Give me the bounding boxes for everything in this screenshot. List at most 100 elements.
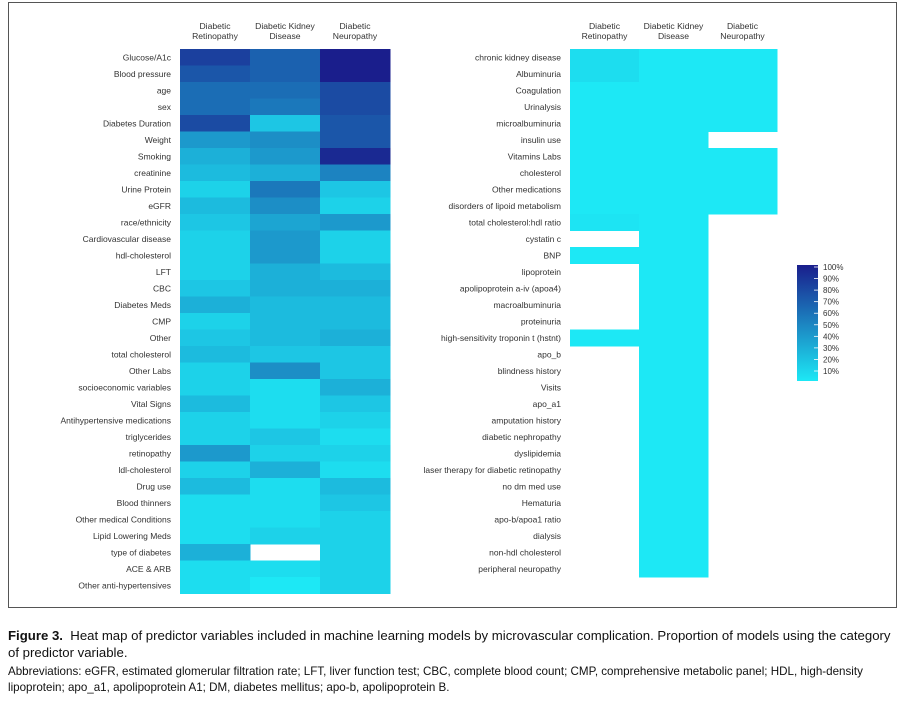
heatmap-cell-other-medications-3 [708,181,778,198]
heatmap-cell-cmp-3 [320,313,391,330]
heatmap-cell-microalbuminuria-2 [639,115,709,132]
heatmap-cell-lft-2 [250,263,321,281]
heatmap-cell-other-1 [180,329,251,347]
heatmap-cell-amputation-history-2 [639,412,709,429]
row-label-drug-use: Drug use [137,481,172,491]
heatmap-cell-cholesterol-3 [708,164,778,182]
caption-text: Heat map of predictor variables included… [8,628,891,660]
row-label-other-medications: Other medications [492,184,561,194]
row-label-laser-therapy-for-diabetic-retinopathy: laser therapy for diabetic retinopathy [424,465,562,475]
heatmap-cell-antihypertensive-medications-1 [180,412,251,429]
heatmap-cell-cbc-1 [180,280,251,297]
heatmap-cell-blood-thinners-2 [250,494,321,512]
legend-tick-label: 50% [823,321,839,330]
heatmap-cell-total-cholesterol-3 [320,346,391,363]
row-label-blood-thinners: Blood thinners [117,498,171,508]
heatmap-cell-other-3 [320,329,391,347]
heatmap-cell-vital-signs-1 [180,395,251,413]
heatmap-cell-urine-protein-2 [250,181,321,198]
row-label-vital-signs: Vital Signs [131,399,171,409]
heatmap-cell-cbc-2 [250,280,321,297]
heatmap-cell-smoking-2 [250,148,321,165]
heatmap-cell-hdl-cholesterol-2 [250,247,321,264]
heatmap-cell-other-labs-2 [250,362,321,380]
heatmap-cell-ldl-cholesterol-2 [250,461,321,479]
heatmap-cell-weight-3 [320,131,391,149]
row-label-lft: LFT [156,267,171,277]
row-label-egfr: eGFR [148,201,171,211]
heatmap-cell-drug-use-1 [180,478,251,495]
row-label-proteinuria: proteinuria [521,316,561,326]
heatmap-cell-bnp-2 [639,247,709,264]
row-label-hematuria: Hematuria [522,498,561,508]
caption-main: Figure 3. Heat map of predictor variable… [8,627,897,661]
row-label-total-cholesterol: total cholesterol [111,349,171,359]
heatmap-cell-diabetes-meds-3 [320,296,391,314]
heatmap-cell-blood-pressure-1 [180,65,251,83]
heatmap-cell-vital-signs-2 [250,395,321,413]
heatmap-cell-other-2 [250,329,321,347]
heatmap-cell-ace-arb-2 [250,560,321,578]
heatmap-cell-hematuria-2 [639,494,709,512]
heatmap-cell-albuminuria-1 [570,65,640,83]
heatmap-cell-cardiovascular-disease-3 [320,230,391,248]
heatmap-cell-bnp-1 [570,247,640,264]
heatmap-cell-urine-protein-3 [320,181,391,198]
heatmap-cell-diabetes-duration-2 [250,115,321,132]
heatmap-cell-disorders-of-lipoid-metabolism-3 [708,197,778,215]
row-label-vitamins-labs: Vitamins Labs [508,151,561,161]
heatmap-cell-triglycerides-2 [250,428,321,446]
heatmap-cell-drug-use-3 [320,478,391,495]
caption-abbreviations: Abbreviations: eGFR, estimated glomerula… [8,665,863,694]
heatmap-cell-antihypertensive-medications-2 [250,412,321,429]
column-header-2-diabetic-kidney-disease: Diabetic Kidney Disease [644,21,704,41]
heatmap-cell-visits-2 [639,379,709,396]
row-label-apo-b: apo_b [537,349,561,359]
heatmap-cell-cmp-1 [180,313,251,330]
heatmap-cell-dialysis-2 [639,527,709,545]
row-label-diabetic-nephropathy: diabetic nephropathy [482,432,562,442]
row-label-triglycerides: triglycerides [126,432,171,442]
legend-tick-label: 60% [823,309,839,318]
heatmap-cell-weight-2 [250,131,321,149]
row-label-urine-protein: Urine Protein [121,184,171,194]
heatmap-cell-retinopathy-2 [250,445,321,462]
row-label-blindness-history: blindness history [498,366,562,376]
row-label-insulin-use: insulin use [521,135,561,145]
row-label-lipoprotein: lipoprotein [522,267,561,277]
heatmap-cell-lft-3 [320,263,391,281]
heatmap-cell-urinalysis-1 [570,98,640,116]
heatmap-cell-age-3 [320,82,391,99]
row-label-amputation-history: amputation history [492,415,562,425]
row-label-lipid-lowering-meds: Lipid Lowering Meds [93,531,171,541]
heatmap-cell-glucose-a1c-3 [320,49,391,66]
column-header-1-diabetic-retinopathy: Diabetic Retinopathy [192,21,239,41]
heatmap-cell-sex-2 [250,98,321,116]
row-label-dialysis: dialysis [533,531,561,541]
heatmap-cell-antihypertensive-medications-3 [320,412,391,429]
heatmap-cell-cardiovascular-disease-1 [180,230,251,248]
heatmap-figure: Diabetic Retinopathy Diabetic Kidney Diseas… [60,21,843,594]
heatmap-cell-albuminuria-2 [639,65,709,83]
figure-frame: Diabetic Retinopathy Diabetic Kidney Diseas… [8,2,897,608]
heatmap-cell-other-anti-hypertensives-3 [320,577,391,594]
row-label-no-dm-med-use: no dm med use [502,481,561,491]
heatmap-cell-diabetes-duration-3 [320,115,391,132]
heatmap-cell-type-of-diabetes-3 [320,544,391,561]
heatmap-cell-race-ethnicity-2 [250,214,321,231]
legend-colorbar [797,265,818,381]
heatmap-cell-other-medications-2 [639,181,709,198]
heatmap-cell-blood-pressure-3 [320,65,391,83]
row-label-socioeconomic-variables: socioeconomic variables [78,382,171,392]
heatmap-cell-non-hdl-cholesterol-2 [639,544,709,561]
row-label-bnp: BNP [544,250,562,260]
heatmap-cell-lft-1 [180,263,251,281]
row-label-chronic-kidney-disease: chronic kidney disease [475,52,561,62]
heatmap-cell-insulin-use-2 [639,131,709,149]
heatmap-cell-other-medical-conditions-2 [250,511,321,528]
heatmap-cell-coagulation-1 [570,82,640,99]
heatmap-cell-coagulation-2 [639,82,709,99]
heatmap-cell-dyslipidemia-2 [639,445,709,462]
heatmap-cell-socioeconomic-variables-2 [250,379,321,396]
heatmap-cell-type-of-diabetes-1 [180,544,251,561]
